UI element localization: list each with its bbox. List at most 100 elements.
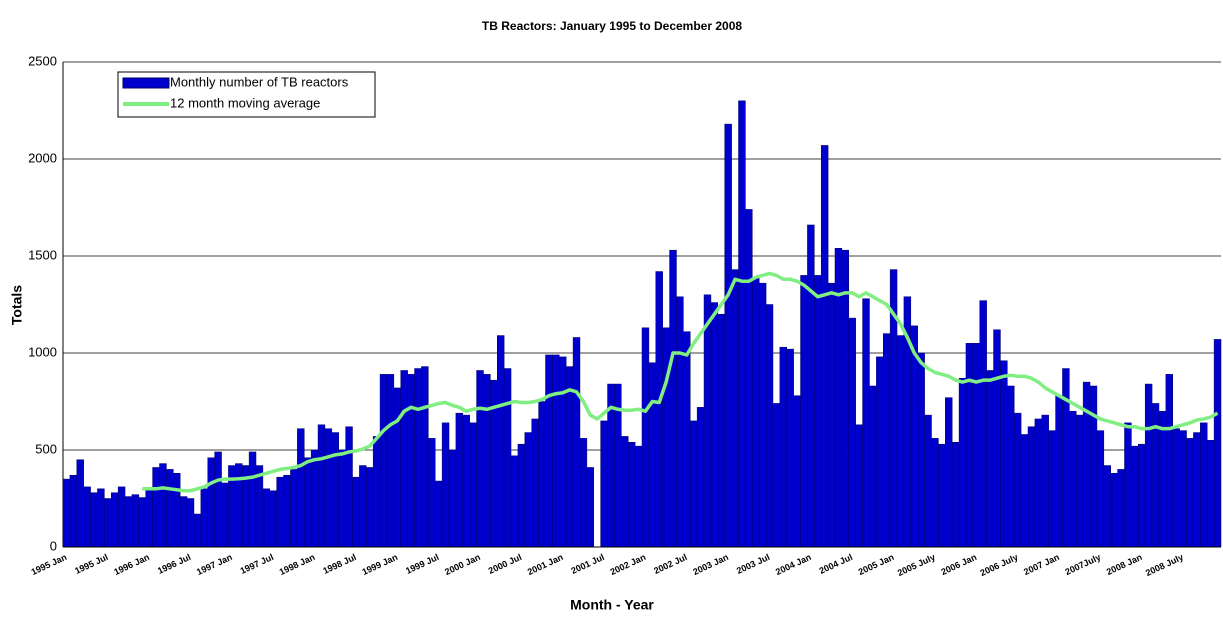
bar: [786, 348, 794, 548]
y-tick-label: 1000: [28, 344, 57, 359]
bar: [724, 123, 732, 548]
bar: [200, 488, 209, 548]
bar: [1000, 360, 1008, 548]
bar: [531, 418, 539, 548]
bar: [1110, 473, 1118, 548]
bar: [938, 443, 946, 548]
bar: [1082, 381, 1091, 548]
bar: [338, 449, 346, 548]
bar: [159, 463, 167, 548]
bar: [986, 370, 994, 548]
bar: [152, 467, 160, 548]
x-tick-label: 2007July: [1064, 552, 1103, 577]
bar: [193, 513, 202, 548]
bar: [1041, 414, 1049, 548]
x-tick-label: 2000 Jan: [443, 552, 482, 577]
bar: [145, 488, 153, 548]
bar: [648, 362, 657, 548]
bar: [559, 356, 567, 548]
bar: [793, 395, 801, 548]
bar: [69, 474, 78, 548]
bar: [179, 496, 188, 548]
bar: [696, 407, 705, 548]
bar: [304, 457, 312, 548]
bar: [1172, 428, 1180, 548]
bar: [662, 327, 670, 548]
y-tick-label: 500: [35, 441, 57, 456]
x-tick-label: 1997 Jul: [239, 552, 275, 576]
bar: [820, 145, 829, 548]
bar: [855, 424, 863, 548]
x-tick-label: 2008 July: [1144, 552, 1185, 578]
bar: [248, 451, 257, 548]
x-tick-label: 2002 Jul: [652, 552, 688, 576]
bar: [745, 209, 753, 548]
x-tick-label: 2007 Jan: [1022, 552, 1061, 577]
bar: [1103, 465, 1111, 548]
bar: [958, 377, 967, 548]
bar: [117, 486, 126, 548]
bar: [62, 478, 71, 548]
bar: [462, 414, 470, 548]
x-tick-label: 2001 Jan: [526, 552, 565, 577]
bar: [683, 331, 691, 548]
bar: [634, 445, 643, 548]
x-tick-label: 1999 Jul: [404, 552, 440, 576]
x-tick-label: 1995 Jan: [30, 552, 69, 577]
bar: [476, 370, 484, 548]
bar: [545, 354, 553, 548]
bar: [428, 438, 436, 548]
legend-swatch: [122, 77, 170, 89]
bar: [503, 368, 512, 548]
x-tick-label: 2005 Jan: [857, 552, 896, 577]
bar: [276, 476, 284, 548]
bar: [414, 368, 422, 548]
bar: [676, 296, 684, 548]
bar: [297, 428, 305, 548]
bar: [972, 343, 980, 548]
bar: [627, 441, 636, 548]
bar: [738, 100, 746, 548]
bar: [207, 457, 215, 548]
bar: [1124, 422, 1132, 548]
bar: [993, 329, 1001, 548]
bar: [765, 304, 774, 548]
x-tick-label: 1998 Jan: [278, 552, 317, 577]
bar: [448, 449, 457, 548]
bar: [1117, 469, 1125, 548]
bar: [331, 432, 339, 548]
legend-label: Monthly number of TB reactors: [170, 74, 349, 89]
bar: [497, 335, 505, 548]
x-tick-label: 2000 Jul: [487, 552, 523, 576]
bar: [90, 492, 98, 548]
bar: [1096, 430, 1105, 548]
bar: [166, 469, 174, 548]
bar: [586, 467, 594, 548]
y-tick-label: 2000: [28, 150, 57, 165]
y-axis-title: Totals: [9, 285, 25, 325]
bar: [579, 438, 588, 548]
x-tick-label: 1997 Jan: [195, 552, 234, 577]
bar: [324, 428, 333, 548]
bar: [441, 422, 450, 548]
bar: [1020, 434, 1029, 548]
x-tick-label: 2002 Jan: [609, 552, 648, 577]
bar: [76, 459, 84, 548]
bar: [1062, 368, 1070, 548]
bar: [359, 465, 367, 548]
bar: [690, 420, 698, 548]
bar: [1013, 412, 1022, 548]
x-tick-label: 2005 July: [896, 552, 937, 578]
y-tick-label: 2500: [28, 53, 57, 68]
bar: [221, 482, 229, 548]
bar: [945, 397, 953, 548]
bar: [283, 474, 291, 548]
bar: [1055, 395, 1063, 548]
bar: [669, 249, 677, 548]
chart-title: TB Reactors: January 1995 to December 20…: [482, 19, 742, 33]
x-tick-label: 2006 Jan: [939, 552, 978, 577]
bar: [483, 374, 491, 548]
bar: [876, 356, 884, 548]
bar: [827, 282, 836, 548]
